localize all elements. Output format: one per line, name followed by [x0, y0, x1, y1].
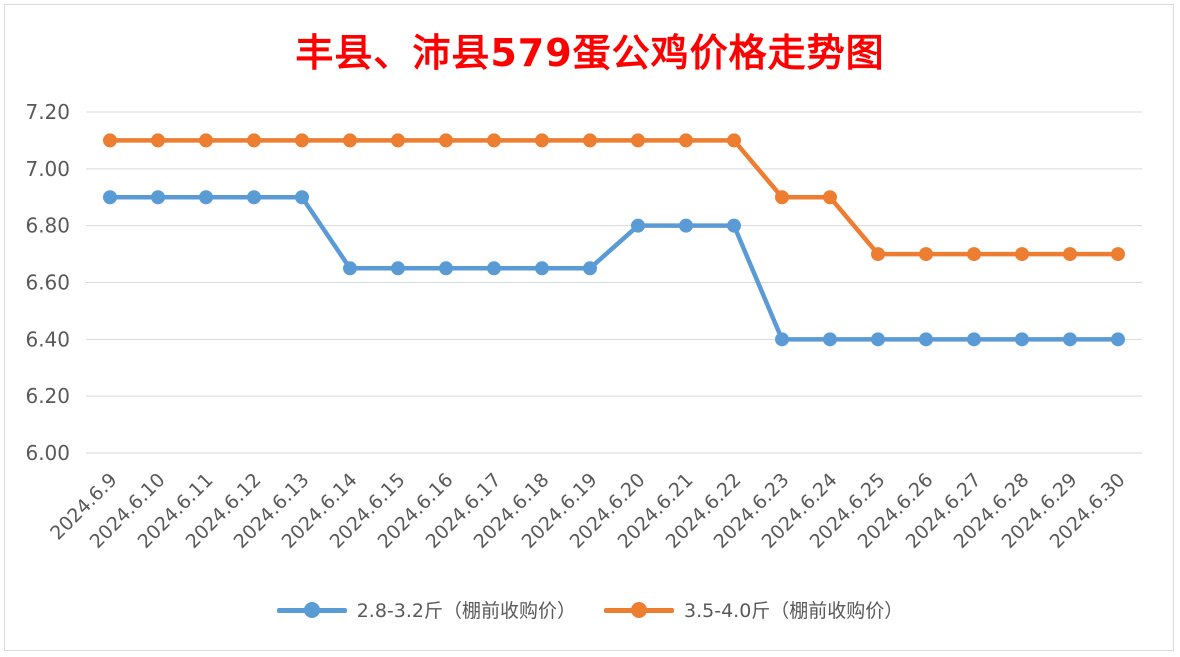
data-point-series-1	[823, 332, 837, 347]
data-point-series-2	[967, 247, 981, 262]
y-tick-label: 6.80	[25, 214, 70, 238]
data-point-series-2	[151, 133, 165, 148]
data-point-series-2	[1063, 247, 1077, 262]
data-point-series-1	[247, 190, 261, 205]
data-point-series-1	[775, 332, 789, 347]
y-tick-label: 6.40	[25, 327, 70, 351]
y-tick-label: 7.00	[25, 157, 70, 181]
data-point-series-2	[391, 133, 405, 148]
data-point-series-1	[1015, 332, 1029, 347]
data-point-series-2	[631, 133, 645, 148]
legend-item-series-2: 3.5-4.0斤（棚前收购价）	[604, 596, 903, 623]
data-point-series-2	[343, 133, 357, 148]
data-point-series-1	[967, 332, 981, 347]
data-point-series-1	[535, 261, 549, 276]
y-tick-label: 6.20	[25, 384, 70, 408]
data-point-series-2	[487, 133, 501, 148]
legend-label-series-2: 3.5-4.0斤（棚前收购价）	[684, 600, 904, 622]
data-point-series-2	[1111, 247, 1125, 262]
data-point-series-1	[103, 190, 117, 205]
data-point-series-2	[823, 190, 837, 205]
data-point-series-2	[871, 247, 885, 262]
data-point-series-2	[727, 133, 741, 148]
legend-swatch-series-2	[604, 600, 674, 620]
data-point-series-1	[391, 261, 405, 276]
legend: 2.8-3.2斤（棚前收购价） 3.5-4.0斤（棚前收购价）	[0, 596, 1180, 623]
data-point-series-2	[535, 133, 549, 148]
data-point-series-1	[679, 218, 693, 233]
legend-label-series-1: 2.8-3.2斤（棚前收购价）	[356, 600, 576, 622]
data-point-series-2	[439, 133, 453, 148]
data-point-series-1	[295, 190, 309, 205]
data-point-series-1	[439, 261, 453, 276]
data-point-series-2	[1015, 247, 1029, 262]
data-point-series-2	[583, 133, 597, 148]
data-point-series-1	[871, 332, 885, 347]
y-tick-label: 6.00	[25, 441, 70, 465]
data-point-series-1	[1063, 332, 1077, 347]
data-point-series-2	[295, 133, 309, 148]
data-point-series-2	[679, 133, 693, 148]
y-tick-label: 7.20	[25, 100, 70, 124]
data-point-series-1	[919, 332, 933, 347]
series-line-2	[110, 138, 1118, 257]
data-point-series-1	[199, 190, 213, 205]
data-point-series-2	[919, 247, 933, 262]
data-point-series-2	[199, 133, 213, 148]
data-point-series-2	[775, 190, 789, 205]
data-point-series-1	[583, 261, 597, 276]
series-line-1	[110, 195, 1118, 342]
data-point-series-2	[103, 133, 117, 148]
data-point-series-1	[631, 218, 645, 233]
data-point-series-2	[247, 133, 261, 148]
data-point-series-1	[727, 218, 741, 233]
chart-title: 丰县、沛县579蛋公鸡价格走势图	[295, 31, 885, 75]
legend-item-series-1: 2.8-3.2斤（棚前收购价）	[276, 596, 576, 623]
data-point-series-1	[151, 190, 165, 205]
data-point-series-1	[343, 261, 357, 276]
y-tick-label: 6.60	[25, 271, 70, 295]
data-point-series-1	[1111, 332, 1125, 347]
legend-swatch-series-1	[276, 600, 347, 620]
data-point-series-1	[487, 261, 501, 276]
